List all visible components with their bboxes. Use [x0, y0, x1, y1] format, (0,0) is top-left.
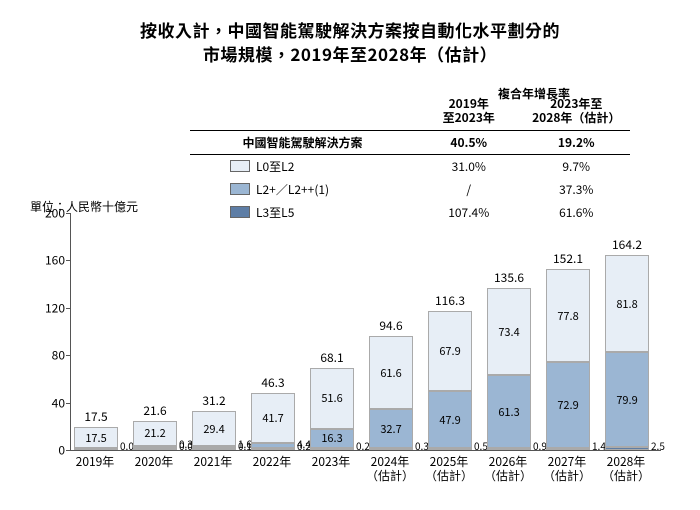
bar-segment-L2p: 79.9: [605, 352, 649, 447]
y-tick-label: 200: [31, 205, 65, 222]
bar-segment-L3L5: [74, 448, 118, 450]
legend-swatch: [230, 183, 250, 195]
bar-segment-L3L5: [605, 447, 649, 450]
y-tick-label: 80: [31, 347, 65, 364]
bar-segment-L3L5: [310, 448, 354, 450]
bar-segment-L3L5: [192, 448, 236, 450]
cagr-total-c2: 19.2%: [523, 134, 631, 151]
cagr-total-c1: 40.5%: [415, 134, 523, 151]
legend-label: L2+／L2++(1): [256, 181, 329, 198]
bar-segment-label: 1.6: [238, 436, 252, 451]
bar-segment-L2p: 32.7: [369, 409, 413, 448]
bar-segment-L2p: [251, 443, 295, 448]
bar-segment-label: 2.5: [651, 438, 665, 453]
bar-segment-L0L2: 61.6: [369, 336, 413, 409]
bar-total-label: 116.3: [428, 292, 472, 309]
bar-total-label: 164.2: [605, 236, 649, 253]
bar-total-label: 135.6: [487, 269, 531, 286]
x-axis-label: 2019年: [67, 455, 123, 469]
chart-title: 按收入計，中國智能駕駛解決方案按自動化水平劃分的 市場規模，2019年至2028…: [0, 18, 700, 66]
bar-segment-L0L2: 41.7: [251, 393, 295, 442]
bar-segment-L3L5: [546, 448, 590, 450]
y-tick-label: 120: [31, 299, 65, 316]
bar-total-label: 46.3: [251, 374, 295, 391]
x-axis-label: 2025年（估計）: [421, 455, 477, 483]
bar-segment-L2p: 61.3: [487, 375, 531, 448]
bar-segment-L0L2: 21.2: [133, 421, 177, 446]
y-tick-label: 40: [31, 394, 65, 411]
bar-segment-L0L2: 73.4: [487, 288, 531, 375]
bar-segment-L2p: [133, 446, 177, 448]
legend-label: L0至L2: [256, 158, 294, 175]
bar-total-label: 94.6: [369, 317, 413, 334]
bar-chart: 040801201602000.0117.517.50.020.321.221.…: [70, 213, 661, 451]
x-axis-label: 2021年: [185, 455, 241, 469]
bar-total-label: 152.1: [546, 250, 590, 267]
bar-segment-L0L2: 29.4: [192, 411, 236, 446]
y-tick-label: 0: [31, 442, 65, 459]
cagr-total-label: 中國智能駕駛解決方案: [190, 134, 415, 151]
bar-segment-L2p: [192, 446, 236, 448]
x-axis-label: 2027年（估計）: [539, 455, 595, 483]
title-line-1: 按收入計，中國智能駕駛解決方案按自動化水平劃分的: [140, 17, 560, 42]
bar-total-label: 21.6: [133, 402, 177, 419]
cagr-caption: 複合年增長率: [498, 85, 570, 102]
bar-total-label: 17.5: [74, 408, 118, 425]
bar-segment-L0L2: 77.8: [546, 269, 590, 361]
cagr-cell: 37.3%: [523, 181, 631, 198]
bar-segment-L3L5: [487, 448, 531, 450]
bar-segment-label: 1.4: [592, 438, 606, 453]
bar-segment-label: 0.5: [474, 438, 488, 453]
cagr-row: L0至L2 31.0%9.7%: [190, 155, 630, 178]
bar-segment-L0L2: 67.9: [428, 311, 472, 391]
bar-segment-L2p: 72.9: [546, 362, 590, 448]
bar-segment-L2p: 47.9: [428, 391, 472, 448]
bar-segment-L3L5: [251, 448, 295, 450]
cagr-cell: 9.7%: [523, 158, 631, 175]
legend-swatch: [230, 160, 250, 172]
bar-segment-label: 0.3: [415, 438, 429, 453]
cagr-row: L2+／L2++(1) /37.3%: [190, 178, 630, 201]
bar-segment-L3L5: [369, 448, 413, 450]
bar-segment-L3L5: [428, 448, 472, 450]
bar-segment-label: 0.3: [179, 436, 193, 451]
x-axis-label: 2028年（估計）: [598, 455, 654, 483]
x-axis-label: 2023年: [303, 455, 359, 469]
bar-total-label: 68.1: [310, 349, 354, 366]
bar-segment-label: 4.4: [297, 436, 311, 451]
cagr-total-row: 中國智能駕駛解決方案 40.5% 19.2%: [190, 131, 630, 155]
bar-segment-L0L2: 51.6: [310, 368, 354, 429]
x-axis-label: 2020年: [126, 455, 182, 469]
cagr-cell: 31.0%: [415, 158, 523, 175]
bar-total-label: 31.2: [192, 392, 236, 409]
cagr-cell: /: [415, 181, 523, 198]
bar-segment-L2p: 16.3: [310, 429, 354, 448]
bar-segment-label: 0.2: [356, 438, 370, 453]
cagr-table: 複合年增長率 2019年至2023年 2023年至2028年（估計） 中國智能駕…: [190, 95, 630, 224]
y-tick-label: 160: [31, 252, 65, 269]
bar-segment-L0L2: 81.8: [605, 255, 649, 352]
bar-segment-L3L5: [133, 448, 177, 450]
x-axis-label: 2022年: [244, 455, 300, 469]
bar-segment-L0L2: 17.5: [74, 427, 118, 448]
bar-segment-label: 0.9: [533, 438, 547, 453]
title-line-2: 市場規模，2019年至2028年（估計）: [203, 41, 497, 66]
x-axis-label: 2026年（估計）: [480, 455, 536, 483]
x-axis-label: 2024年（估計）: [362, 455, 418, 483]
